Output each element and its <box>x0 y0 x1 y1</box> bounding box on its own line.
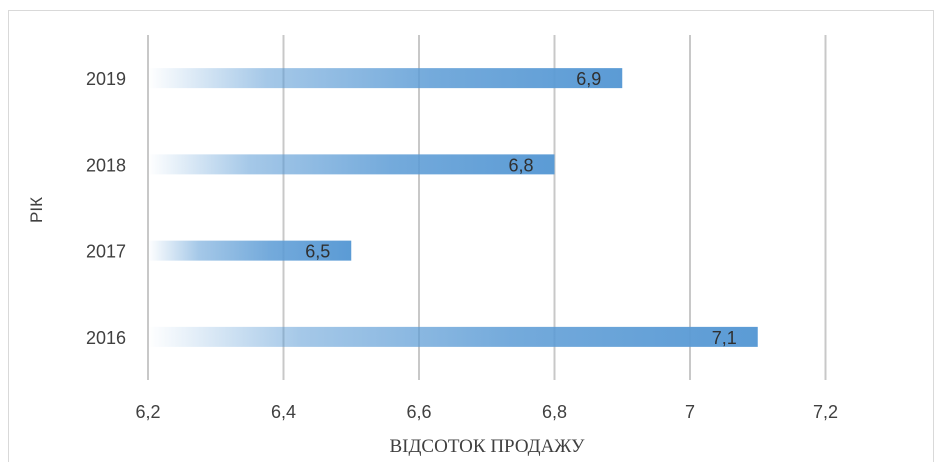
y-tick-label: 2019 <box>86 69 126 89</box>
y-tick-label: 2017 <box>86 242 126 262</box>
data-label: 6,9 <box>576 69 601 89</box>
x-tick-label: 6,6 <box>406 402 431 422</box>
x-tick-label: 6,8 <box>542 402 567 422</box>
y-tick-label: 2018 <box>86 155 126 175</box>
data-label: 6,8 <box>509 155 534 175</box>
gridlines <box>147 35 827 380</box>
chart-frame <box>8 10 934 462</box>
y-tick-label: 2016 <box>86 328 126 348</box>
bar-2019 <box>148 68 623 89</box>
y-axis-title: РІК <box>27 197 46 223</box>
bar-2017 <box>148 240 352 261</box>
x-axis-title: ВІДСОТОК ПРОДАЖУ <box>389 436 585 457</box>
x-tick-label: 6,2 <box>135 402 160 422</box>
x-tick-label: 7 <box>685 402 695 422</box>
bars <box>148 68 758 347</box>
x-tick-labels: 6,2 6,4 6,6 6,8 7 7,2 <box>135 402 838 422</box>
y-tick-labels: 2016 2017 2018 2019 <box>86 69 126 348</box>
x-tick-label: 7,2 <box>813 402 838 422</box>
data-labels: 7,1 6,5 6,8 6,9 <box>305 69 737 348</box>
data-label: 6,5 <box>305 242 330 262</box>
bar-2016 <box>148 326 758 347</box>
bar-2018 <box>148 154 555 175</box>
data-label: 7,1 <box>712 328 737 348</box>
x-tick-label: 6,4 <box>271 402 296 422</box>
